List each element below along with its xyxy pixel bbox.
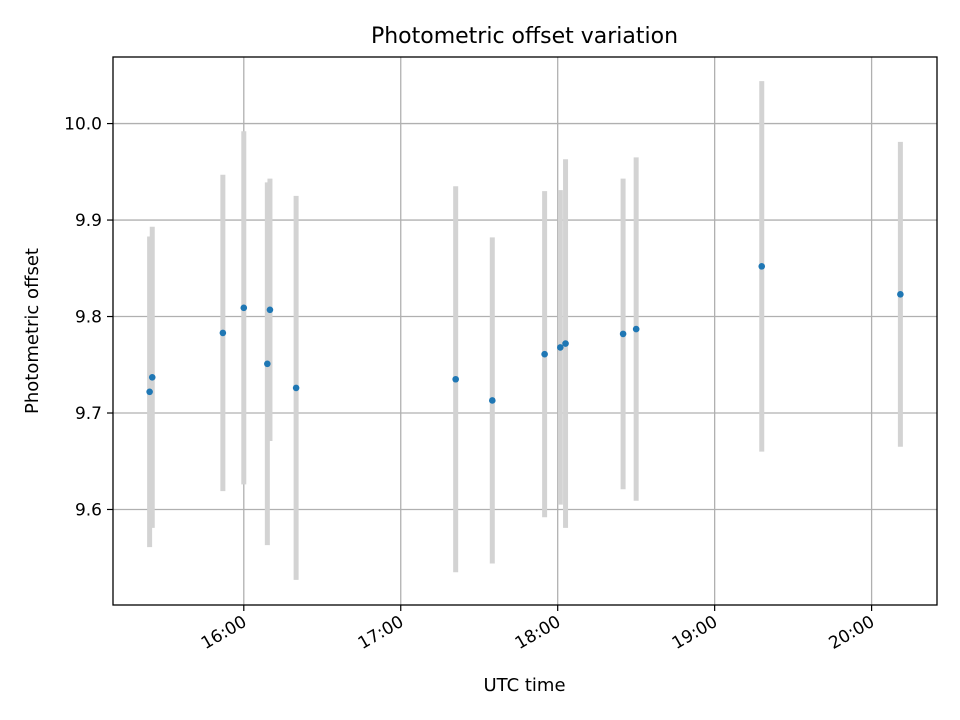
data-point [632,325,640,333]
grid [113,57,937,605]
y-tick-label: 9.8 [75,308,102,328]
y-tick-label: 9.9 [75,211,102,231]
x-tick-label: 19:00 [669,612,721,654]
x-tick-label: 18:00 [512,612,564,654]
data-point [219,329,227,337]
y-axis-label: Photometric offset [22,248,43,414]
y-axis-ticks: 9.6 9.7 9.8 9.9 10.0 [64,115,113,520]
data-point [266,306,274,314]
error-bars [147,81,903,580]
data-point [264,360,271,368]
data-point [240,304,248,312]
data-point [292,384,300,392]
data-point [489,397,496,404]
data-point [562,340,569,347]
data-point [452,375,459,383]
y-tick-label: 9.7 [75,404,102,424]
x-tick-label: 17:00 [355,612,407,654]
data-points [146,263,904,404]
x-axis-label: UTC time [483,675,565,696]
x-axis-ticks: 16:00 17:00 18:00 19:00 20:00 [198,605,878,654]
y-tick-label: 10.0 [64,115,102,135]
data-point [541,350,548,358]
x-tick-label: 16:00 [198,612,250,654]
data-point [146,388,153,396]
data-point [758,263,766,270]
data-point [148,374,156,381]
plot-frame [112,56,938,606]
data-point [897,291,904,298]
x-tick-label: 20:00 [826,612,878,654]
data-point [557,344,564,351]
chart-title: Photometric offset variation [371,24,678,49]
y-tick-label: 9.6 [75,500,102,520]
data-point [619,330,627,338]
